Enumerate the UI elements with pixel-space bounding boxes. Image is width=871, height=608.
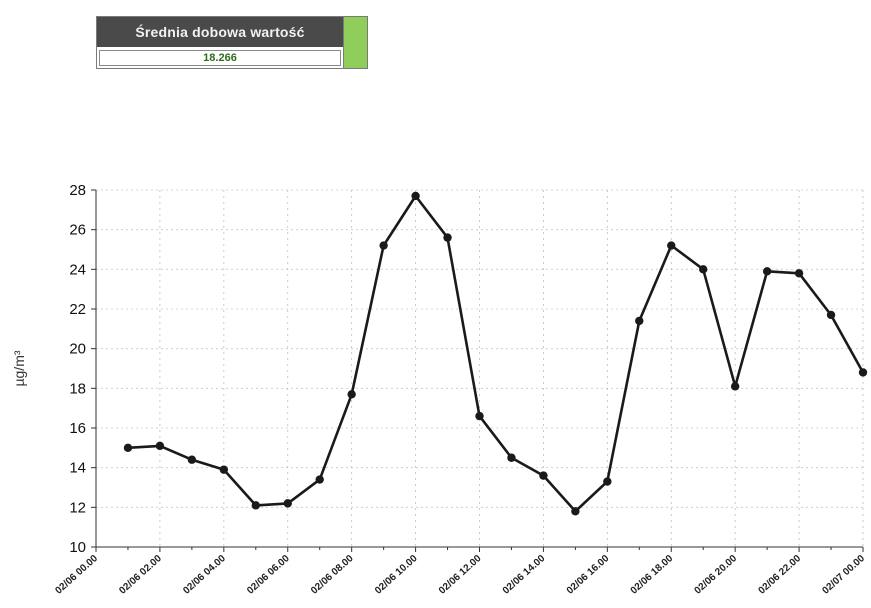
grid-lines xyxy=(96,189,864,547)
series-line xyxy=(127,194,865,513)
data-point xyxy=(347,390,356,399)
data-point xyxy=(155,441,165,451)
data-point xyxy=(443,233,452,242)
y-tick-label: 20 xyxy=(69,341,86,358)
data-point xyxy=(251,501,260,510)
x-tick-label: 02/06 16.00 xyxy=(565,553,612,597)
x-tick-label: 02/06 10.00 xyxy=(373,553,420,597)
data-point xyxy=(858,368,868,377)
data-point xyxy=(283,499,292,508)
y-tick-label: 18 xyxy=(69,380,86,397)
y-tick-label: 14 xyxy=(69,460,86,477)
x-tick-label: 02/06 08.00 xyxy=(309,553,356,597)
data-point xyxy=(667,241,676,250)
data-point xyxy=(794,269,804,278)
data-point xyxy=(571,507,580,516)
y-tick-label: 24 xyxy=(69,261,86,278)
x-tick-label: 02/06 18.00 xyxy=(629,553,676,597)
data-point xyxy=(762,267,772,276)
x-tick-label: 02/06 00.00 xyxy=(53,553,100,597)
y-tick-label: 16 xyxy=(69,420,86,437)
y-tick-label: 22 xyxy=(69,301,86,318)
y-tick-label: 28 xyxy=(69,182,86,199)
x-tick-label: 02/06 04.00 xyxy=(181,553,228,597)
x-tick-label: 02/06 12.00 xyxy=(437,553,484,597)
data-point xyxy=(699,265,708,274)
axes xyxy=(91,189,864,552)
y-tick-label: 10 xyxy=(69,539,86,556)
series-plot xyxy=(123,191,868,516)
y-tick-label: 26 xyxy=(69,222,86,239)
data-point xyxy=(219,465,229,474)
x-tick-label: 02/06 02.00 xyxy=(117,553,164,597)
x-tick-label: 02/06 06.00 xyxy=(245,553,292,597)
data-point xyxy=(539,471,548,480)
data-point xyxy=(635,316,644,326)
status-color-swatch xyxy=(343,17,367,68)
data-point xyxy=(826,310,836,320)
y-tick-labels: 10 12 14 16 18 20 22 24 26 28 xyxy=(69,182,86,556)
data-point xyxy=(411,191,420,201)
daily-average-label: Średnia dobowa wartość xyxy=(97,17,343,47)
data-point xyxy=(379,241,388,250)
x-tick-labels: 02/06 00.00 02/06 02.00 02/06 04.00 02/06 0… xyxy=(53,553,867,597)
daily-average-box: Średnia dobowa wartość 18.266 xyxy=(96,16,368,69)
data-point xyxy=(187,455,197,464)
x-tick-label: 02/06 22.00 xyxy=(756,553,803,597)
data-point xyxy=(730,382,740,391)
x-tick-label: 02/06 20.00 xyxy=(693,553,740,597)
daily-average-value: 18.266 xyxy=(99,50,341,66)
data-point xyxy=(123,443,133,453)
data-point xyxy=(475,411,484,421)
y-tick-label: 12 xyxy=(69,499,86,516)
data-point xyxy=(315,475,324,484)
data-point xyxy=(603,477,612,486)
data-point xyxy=(507,453,516,462)
x-tick-label: 02/07 00.00 xyxy=(820,553,867,597)
y-axis-label: µg/m³ xyxy=(11,350,27,386)
x-tick-label: 02/06 14.00 xyxy=(501,553,548,597)
